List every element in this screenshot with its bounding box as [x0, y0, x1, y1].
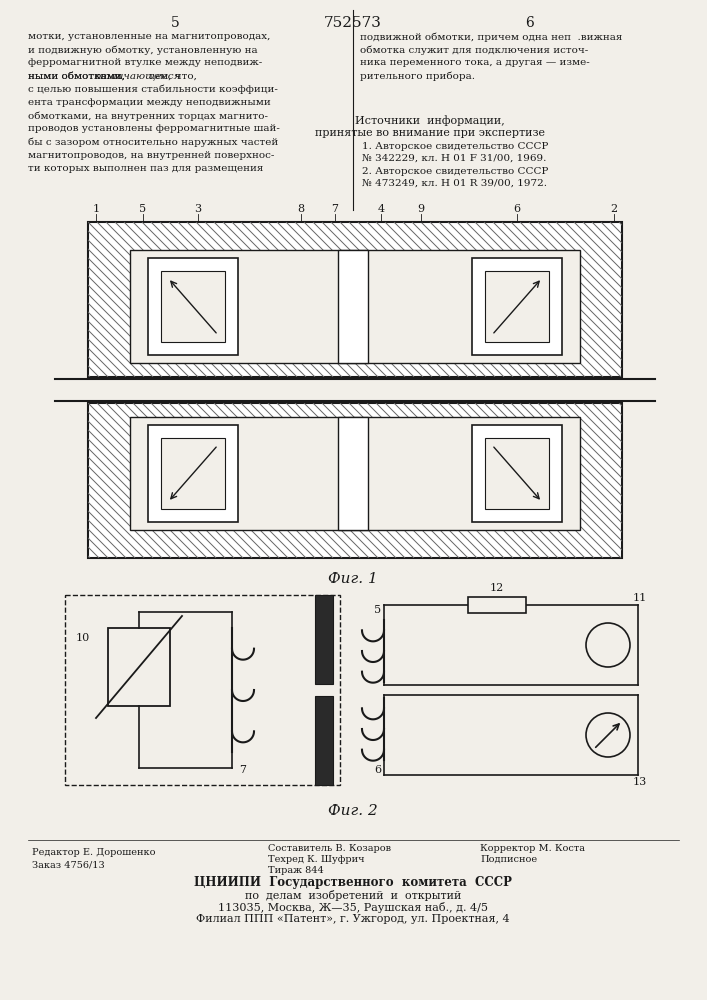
Text: № 342229, кл. Н 01 F 31/00, 1969.: № 342229, кл. Н 01 F 31/00, 1969.	[362, 154, 547, 163]
Bar	[130, 417, 580, 530]
Text: 7: 7	[240, 765, 247, 775]
Text: бы с зазором относительно наружных частей: бы с зазором относительно наружных часте…	[28, 138, 279, 147]
Text: 5: 5	[139, 204, 146, 214]
Text: Корректор М. Коста: Корректор М. Коста	[480, 844, 585, 853]
Bar	[148, 425, 238, 522]
Text: тем, что,: тем, что,	[145, 72, 197, 81]
Text: ными обмотками,: ными обмотками,	[28, 72, 128, 81]
Text: Тираж 844: Тираж 844	[268, 866, 324, 875]
Text: обмотками, на внутренних торцах магнито-: обмотками, на внутренних торцах магнито-	[28, 111, 268, 121]
Bar	[65, 595, 340, 785]
Bar	[88, 403, 622, 558]
Text: Источники  информации,: Источники информации,	[355, 115, 505, 126]
Text: 6: 6	[375, 765, 382, 775]
Text: мотки, установленные на магнитопроводах,: мотки, установленные на магнитопроводах,	[28, 32, 270, 41]
Text: ными обмотками, отличающееся тем, что,: ными обмотками, отличающееся тем, что,	[28, 72, 262, 81]
Text: ными обмотками,: ными обмотками,	[28, 72, 128, 81]
Bar	[472, 425, 562, 522]
Bar	[472, 258, 562, 355]
Text: 3: 3	[194, 204, 201, 214]
Text: Фиг. 2: Фиг. 2	[328, 804, 378, 818]
Circle shape	[586, 713, 630, 757]
Bar	[148, 258, 238, 355]
Bar	[338, 417, 368, 530]
Bar	[315, 595, 333, 684]
Text: Заказ 4756/13: Заказ 4756/13	[32, 860, 105, 869]
Bar	[338, 250, 368, 363]
Text: с целью повышения стабильности коэффици-: с целью повышения стабильности коэффици-	[28, 85, 278, 94]
Bar	[161, 438, 225, 509]
Text: рительного прибора.: рительного прибора.	[360, 72, 475, 81]
Text: Филиал ППП «Патент», г. Ужгород, ул. Проектная, 4: Филиал ППП «Патент», г. Ужгород, ул. Про…	[196, 914, 510, 924]
Text: 113035, Москва, Ж—35, Раушская наб., д. 4/5: 113035, Москва, Ж—35, Раушская наб., д. …	[218, 902, 488, 913]
Text: 5: 5	[170, 16, 180, 30]
Bar	[108, 628, 170, 706]
Text: 2: 2	[610, 204, 617, 214]
Text: 12: 12	[490, 583, 504, 593]
Bar	[161, 271, 225, 342]
Bar	[468, 597, 526, 613]
Bar	[130, 250, 580, 363]
Text: Редактор Е. Дорошенко: Редактор Е. Дорошенко	[32, 848, 156, 857]
Text: магнитопроводов, на внутренней поверхнос-: магнитопроводов, на внутренней поверхнос…	[28, 151, 274, 160]
Bar	[338, 417, 368, 530]
Bar	[148, 425, 238, 522]
Text: Техред К. Шуфрич: Техред К. Шуфрич	[268, 855, 365, 864]
Text: Составитель В. Козаров: Составитель В. Козаров	[268, 844, 391, 853]
Text: подвижной обмотки, причем одна неп  .вижная: подвижной обмотки, причем одна неп .вижн…	[360, 32, 622, 41]
Circle shape	[586, 623, 630, 667]
Text: ника переменного тока, а другая — изме-: ника переменного тока, а другая — изме-	[360, 58, 590, 67]
Text: 6: 6	[513, 204, 520, 214]
Text: 5: 5	[375, 605, 382, 615]
Text: 4: 4	[378, 204, 385, 214]
Text: 13: 13	[633, 777, 647, 787]
Text: ента трансформации между неподвижными: ента трансформации между неподвижными	[28, 98, 271, 107]
Text: № 473249, кл. Н 01 R 39/00, 1972.: № 473249, кл. Н 01 R 39/00, 1972.	[362, 179, 547, 188]
Text: Подписное: Подписное	[480, 855, 537, 864]
Bar	[472, 258, 562, 355]
Text: ЦНИИПИ  Государственного  комитета  СССР: ЦНИИПИ Государственного комитета СССР	[194, 876, 512, 889]
Text: отличающееся: отличающееся	[95, 72, 181, 81]
Text: и подвижную обмотку, установленную на: и подвижную обмотку, установленную на	[28, 45, 257, 55]
Text: ти которых выполнен паз для размещения: ти которых выполнен паз для размещения	[28, 164, 264, 173]
Text: обмотка служит для подключения источ-: обмотка служит для подключения источ-	[360, 45, 588, 55]
Text: 1. Авторское свидетельство СССР: 1. Авторское свидетельство СССР	[362, 142, 549, 151]
Text: по  делам  изобретений  и  открытий: по делам изобретений и открытий	[245, 890, 461, 901]
Bar	[485, 271, 549, 342]
Text: 752573: 752573	[324, 16, 382, 30]
Text: $\varepsilon$,t°: $\varepsilon$,t°	[128, 660, 150, 674]
Text: ~: ~	[600, 636, 617, 654]
Bar	[485, 438, 549, 509]
Text: проводов установлены ферромагнитные шай-: проводов установлены ферромагнитные шай-	[28, 124, 280, 133]
Bar	[315, 696, 333, 785]
Bar	[88, 403, 622, 558]
Bar	[88, 222, 622, 377]
Text: 10: 10	[76, 633, 90, 643]
Text: Фиг. 1: Фиг. 1	[328, 572, 378, 586]
Text: 8: 8	[298, 204, 305, 214]
Text: 1: 1	[93, 204, 100, 214]
Text: 9: 9	[417, 204, 425, 214]
Text: 7: 7	[332, 204, 339, 214]
Text: принятые во внимание при экспертизе: принятые во внимание при экспертизе	[315, 128, 545, 138]
Bar	[338, 250, 368, 363]
Bar	[88, 222, 622, 377]
Bar	[148, 258, 238, 355]
Bar	[472, 425, 562, 522]
Text: 2. Авторское свидетельство СССР: 2. Авторское свидетельство СССР	[362, 167, 549, 176]
Text: 6: 6	[525, 16, 534, 30]
Text: ферромагнитной втулке между неподвиж-: ферромагнитной втулке между неподвиж-	[28, 58, 262, 67]
Text: 11: 11	[633, 593, 647, 603]
